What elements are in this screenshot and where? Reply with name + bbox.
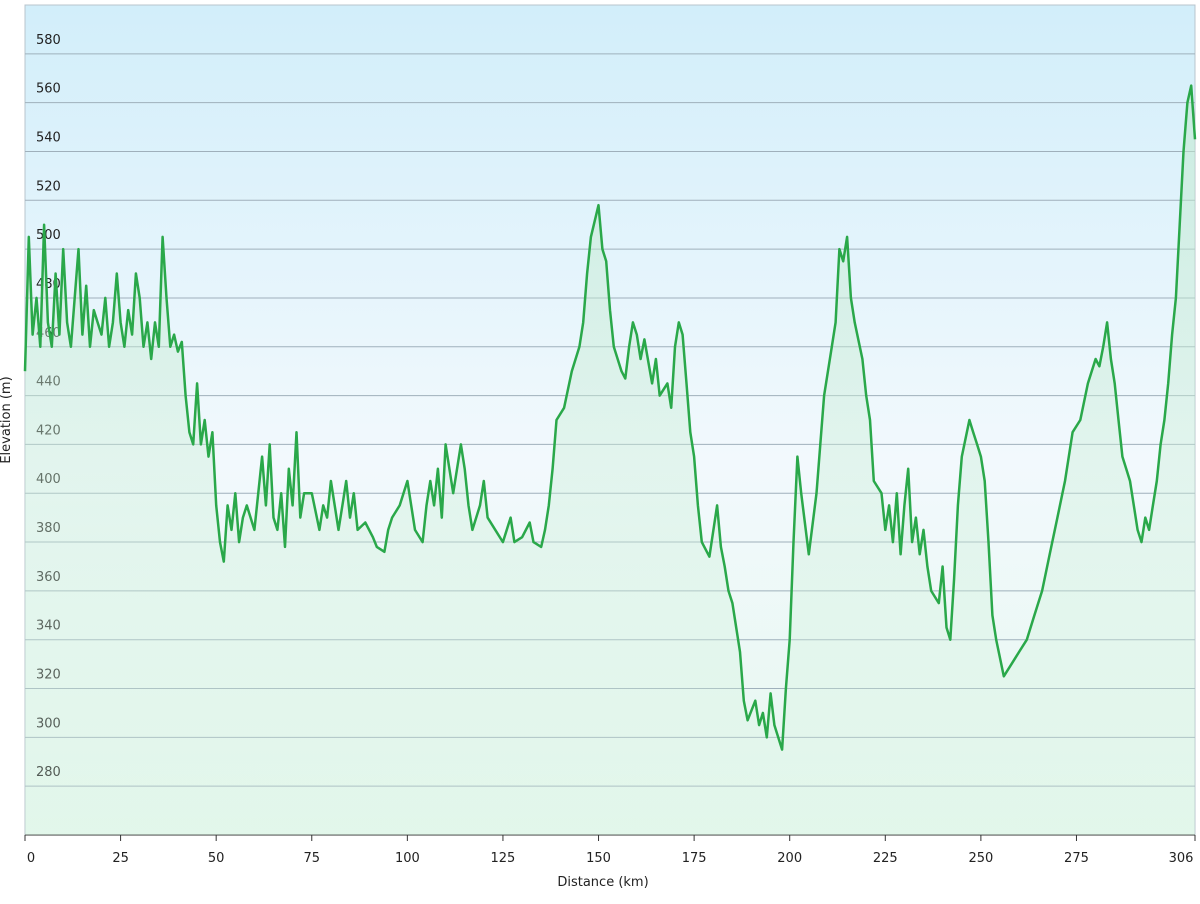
x-axis-label: Distance (km) xyxy=(557,875,648,890)
y-tick-label: 580 xyxy=(36,33,61,48)
x-tick-label: 100 xyxy=(395,851,420,866)
x-tick-label: 50 xyxy=(208,851,225,866)
elevation-area xyxy=(25,85,1195,836)
elevation-line xyxy=(23,84,1197,751)
x-tick-label: 0 xyxy=(27,851,35,866)
y-tick-label: 520 xyxy=(36,179,61,194)
y-axis-label: Elevation (m) xyxy=(0,376,14,463)
x-tick-label: 150 xyxy=(586,851,611,866)
x-tick-label: 75 xyxy=(303,851,320,866)
y-tick-label: 560 xyxy=(36,82,61,97)
x-tick-label: 200 xyxy=(777,851,802,866)
x-tick-label: 275 xyxy=(1064,851,1089,866)
x-tick-label: 250 xyxy=(968,851,993,866)
x-tick-label: 125 xyxy=(491,851,516,866)
x-tick-label: 25 xyxy=(112,851,129,866)
y-tick-label: 540 xyxy=(36,130,61,145)
x-tick-label: 225 xyxy=(873,851,898,866)
y-tick-label: 500 xyxy=(36,228,61,243)
x-tick-label: 175 xyxy=(682,851,707,866)
x-tick-label: 306 xyxy=(1169,851,1194,866)
